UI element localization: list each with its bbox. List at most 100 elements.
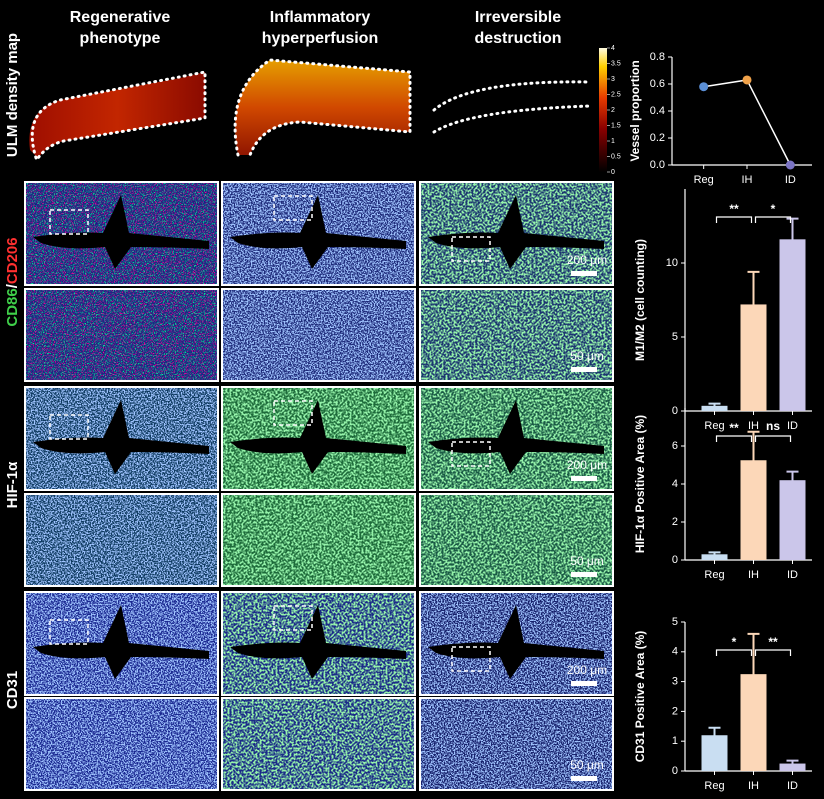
- x-tick-label: ID: [787, 780, 798, 792]
- row-label-part: /: [4, 283, 21, 288]
- bar: [779, 239, 806, 411]
- zoom-box: [49, 414, 89, 440]
- significance-bracket: [754, 435, 792, 442]
- x-tick-label: IH: [748, 569, 759, 581]
- y-axis-label: Vessel proportion: [628, 60, 642, 161]
- scale-bar: [571, 572, 597, 577]
- y-tick-label: 0: [672, 405, 678, 417]
- tissue-lumen: [33, 400, 209, 474]
- scale-bar: [571, 681, 597, 686]
- colorbar-tick-label: 1.5: [611, 122, 621, 129]
- x-tick-label: Reg: [704, 780, 724, 792]
- zoom-box: [273, 400, 313, 426]
- scale-bar-label: 50 μm: [570, 349, 604, 363]
- scale-bar: [571, 776, 597, 781]
- colorbar-tick-label: 3.5: [611, 60, 621, 67]
- scale-bar: [571, 367, 597, 372]
- ulm-map: [235, 60, 410, 155]
- tissue-lumen: [428, 605, 604, 679]
- significance-label: *: [732, 635, 737, 649]
- scale-bar-label: 200 μm: [567, 663, 607, 677]
- micrograph-texture: [420, 494, 613, 586]
- error-bar: [708, 726, 721, 744]
- panel-border: [24, 386, 219, 491]
- micrograph-texture: [25, 494, 218, 586]
- significance-bracket: [715, 435, 753, 442]
- scale-bar-label: 200 μm: [567, 458, 607, 472]
- zoom-box: [49, 209, 89, 235]
- scale-bar: [571, 476, 597, 481]
- panel-border: [221, 181, 416, 286]
- error-bar: [786, 759, 799, 768]
- y-tick-label: 0.8: [650, 51, 665, 63]
- x-tick-label: IH: [742, 174, 753, 186]
- y-tick-label: 2: [672, 516, 678, 528]
- column-title: phenotype: [80, 30, 161, 47]
- y-tick-label: 0: [672, 554, 678, 566]
- y-tick-label: 4: [672, 646, 678, 658]
- tissue-lumen: [230, 605, 406, 679]
- tissue-lumen: [33, 195, 209, 269]
- panel-border: [419, 288, 614, 382]
- column-title: destruction: [474, 30, 561, 47]
- micrograph-texture: [222, 698, 415, 790]
- y-tick-label: 2: [672, 705, 678, 717]
- scale-bar: [571, 271, 597, 276]
- column-title: Regenerative: [70, 9, 171, 26]
- panel-border: [221, 493, 416, 587]
- panel-border: [24, 493, 219, 587]
- colorbar: [599, 48, 607, 172]
- column-title: Inflammatory: [270, 9, 371, 26]
- y-tick-label: 0.0: [650, 159, 665, 171]
- row-label: CD86/CD206: [4, 237, 21, 326]
- significance-label: ns: [766, 419, 780, 433]
- panel-border: [419, 697, 614, 791]
- row-label: HIF-1α: [4, 461, 21, 509]
- panel-border: [24, 697, 219, 791]
- tissue-lumen: [428, 195, 604, 269]
- micrograph-texture: [420, 289, 613, 381]
- micrograph-texture: [25, 289, 218, 381]
- scale-bar-label: 200 μm: [567, 253, 607, 267]
- micrograph-texture: [222, 289, 415, 381]
- significance-bracket: [715, 649, 753, 656]
- y-tick-label: 0.4: [650, 105, 665, 117]
- x-tick-label: ID: [787, 569, 798, 581]
- column-title: hyperperfusion: [262, 30, 378, 47]
- colorbar-tick-label: 3: [611, 76, 615, 83]
- panel-border: [221, 697, 416, 791]
- micrograph-texture: [25, 698, 218, 790]
- zoom-box: [273, 195, 313, 221]
- colorbar-tick-label: 0.5: [611, 153, 621, 160]
- panel-border: [419, 493, 614, 587]
- y-tick-label: 10: [666, 257, 678, 269]
- panel-border: [221, 386, 416, 491]
- point: [785, 160, 795, 170]
- zoom-box: [451, 646, 491, 672]
- significance-label: **: [729, 202, 739, 216]
- colorbar-tick-label: 2: [611, 107, 615, 114]
- y-axis-label: HIF-1α Positive Area (%): [633, 415, 647, 553]
- panel-border: [221, 591, 416, 696]
- y-tick-label: 3: [672, 676, 678, 688]
- error-bar: [747, 430, 760, 490]
- scale-bar-label: 50 μm: [570, 554, 604, 568]
- y-tick-label: 1: [672, 735, 678, 747]
- bar: [779, 480, 806, 560]
- tissue-lumen: [230, 195, 406, 269]
- point: [742, 75, 752, 85]
- x-tick-label: Reg: [694, 174, 714, 186]
- zoom-box: [49, 619, 89, 645]
- y-tick-label: 5: [672, 331, 678, 343]
- colorbar-tick-label: 1: [611, 138, 615, 145]
- y-tick-label: 5: [672, 616, 678, 628]
- panel-border: [24, 591, 219, 696]
- panel-border: [419, 181, 614, 286]
- row-label-part: CD206: [4, 237, 21, 284]
- significance-label: **: [729, 421, 739, 435]
- tissue-lumen: [33, 605, 209, 679]
- error-bar: [747, 270, 760, 338]
- error-bar: [747, 632, 760, 716]
- column-title: Irreversible: [475, 9, 561, 26]
